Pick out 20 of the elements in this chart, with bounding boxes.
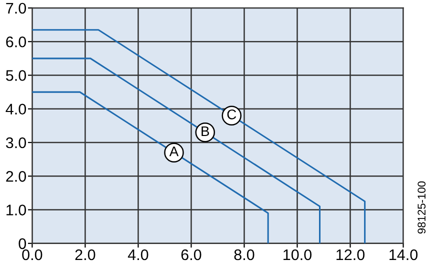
x-tick-label: 4.0: [128, 249, 148, 260]
x-tick-label: 14.0: [390, 249, 418, 260]
y-tick-label: 0: [18, 238, 26, 250]
x-tick-label: 12.0: [336, 249, 365, 260]
x-tick-label: 0.0: [22, 249, 42, 260]
x-tick-label: 10.0: [284, 249, 312, 260]
series-label: B: [202, 126, 210, 136]
x-tick-label: 2.0: [75, 249, 96, 260]
y-tick-label: 6.0: [6, 36, 26, 48]
y-tick-label: 1.0: [6, 204, 26, 216]
y-tick-label: 3.0: [6, 137, 26, 148]
y-tick-label: 4.0: [6, 104, 26, 115]
x-tick-label: 6.0: [181, 249, 202, 260]
x-tick-label: 8.0: [234, 249, 254, 260]
y-tick-label: 7.0: [6, 2, 26, 14]
series-label: A: [169, 146, 179, 156]
y-tick-label: 5.0: [6, 70, 26, 81]
series-label: C: [227, 109, 236, 120]
text: 98125-100: [418, 181, 426, 234]
y-tick-label: 2.0: [6, 171, 26, 182]
